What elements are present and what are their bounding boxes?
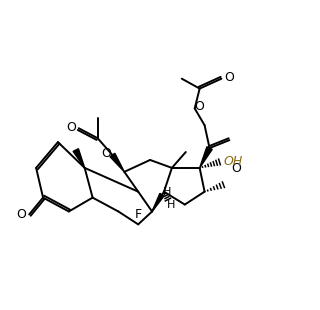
Text: O: O [195,100,204,113]
Text: H: H [167,200,175,210]
Polygon shape [110,153,124,172]
Text: F: F [135,208,142,221]
Text: H: H [163,187,171,197]
Text: OH: OH [224,155,243,168]
Text: O: O [231,162,241,175]
Text: O: O [224,71,234,84]
Polygon shape [152,193,164,211]
Text: O: O [101,147,111,160]
Text: O: O [16,208,26,221]
Text: O: O [66,121,76,134]
Polygon shape [200,147,212,168]
Polygon shape [73,149,85,168]
